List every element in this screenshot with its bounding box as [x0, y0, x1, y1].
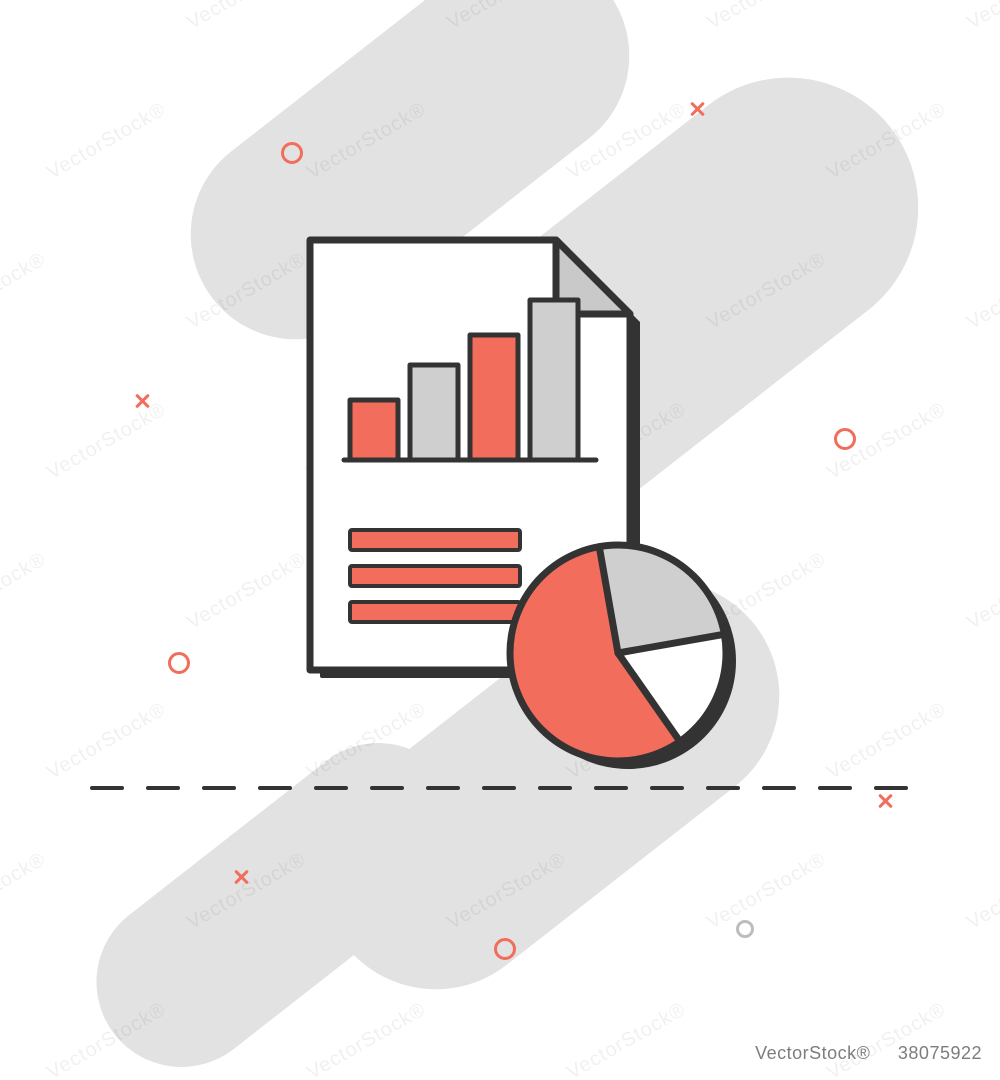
ground-dash-segment — [482, 786, 516, 790]
watermark-text: VectorStock® — [823, 698, 950, 785]
watermark-text: VectorStock® — [43, 398, 170, 485]
watermark-text: VectorStock® — [0, 548, 50, 635]
watermark-text: VectorStock® — [963, 0, 1000, 35]
x-marker-decoration — [232, 868, 250, 886]
stock-id-number: 38075922 — [898, 1043, 982, 1063]
circle-marker-decoration — [834, 428, 856, 450]
watermark-text: VectorStock® — [563, 998, 690, 1080]
watermark-text: VectorStock® — [183, 0, 310, 35]
ground-dash-segment — [594, 786, 628, 790]
watermark-text: VectorStock® — [963, 248, 1000, 335]
x-marker-decoration — [133, 392, 151, 410]
ground-dash-segment — [426, 786, 460, 790]
watermark-text: VectorStock® — [0, 0, 50, 35]
circle-marker-decoration — [281, 142, 303, 164]
watermark-text: VectorStock® — [0, 848, 50, 935]
ground-dash-segment — [706, 786, 740, 790]
watermark-text: VectorStock® — [703, 848, 830, 935]
watermark-text: VectorStock® — [43, 698, 170, 785]
ground-dash-segment — [762, 786, 796, 790]
watermark-text: VectorStock® — [183, 548, 310, 635]
watermark-text: VectorStock® — [963, 548, 1000, 635]
ground-dash-segment — [874, 786, 908, 790]
infographic-canvas: { "canvas": { "width": 1000, "height": 1… — [0, 0, 1000, 1080]
watermark-text: VectorStock® — [303, 998, 430, 1080]
watermark-text: VectorStock® — [0, 248, 50, 335]
stock-id-label: VectorStock® 38075922 — [755, 1043, 982, 1064]
circle-marker-decoration — [736, 920, 754, 938]
watermark-text: VectorStock® — [963, 848, 1000, 935]
x-marker-decoration — [688, 100, 706, 118]
stock-id-prefix: VectorStock® — [755, 1043, 870, 1063]
ground-dash-segment — [202, 786, 236, 790]
ground-dash-segment — [538, 786, 572, 790]
watermark-text: VectorStock® — [43, 98, 170, 185]
ground-dash-segment — [818, 786, 852, 790]
watermark-text: VectorStock® — [823, 998, 950, 1080]
circle-marker-decoration — [168, 652, 190, 674]
ground-dash-segment — [370, 786, 404, 790]
x-marker-decoration — [876, 792, 894, 810]
ground-dash-segment — [314, 786, 348, 790]
pie-chart-icon — [487, 522, 749, 784]
ground-dash-segment — [650, 786, 684, 790]
ground-dash-segment — [146, 786, 180, 790]
ground-dash-segment — [90, 786, 124, 790]
watermark-text: VectorStock® — [703, 0, 830, 35]
circle-marker-decoration — [494, 938, 516, 960]
ground-dash-segment — [258, 786, 292, 790]
